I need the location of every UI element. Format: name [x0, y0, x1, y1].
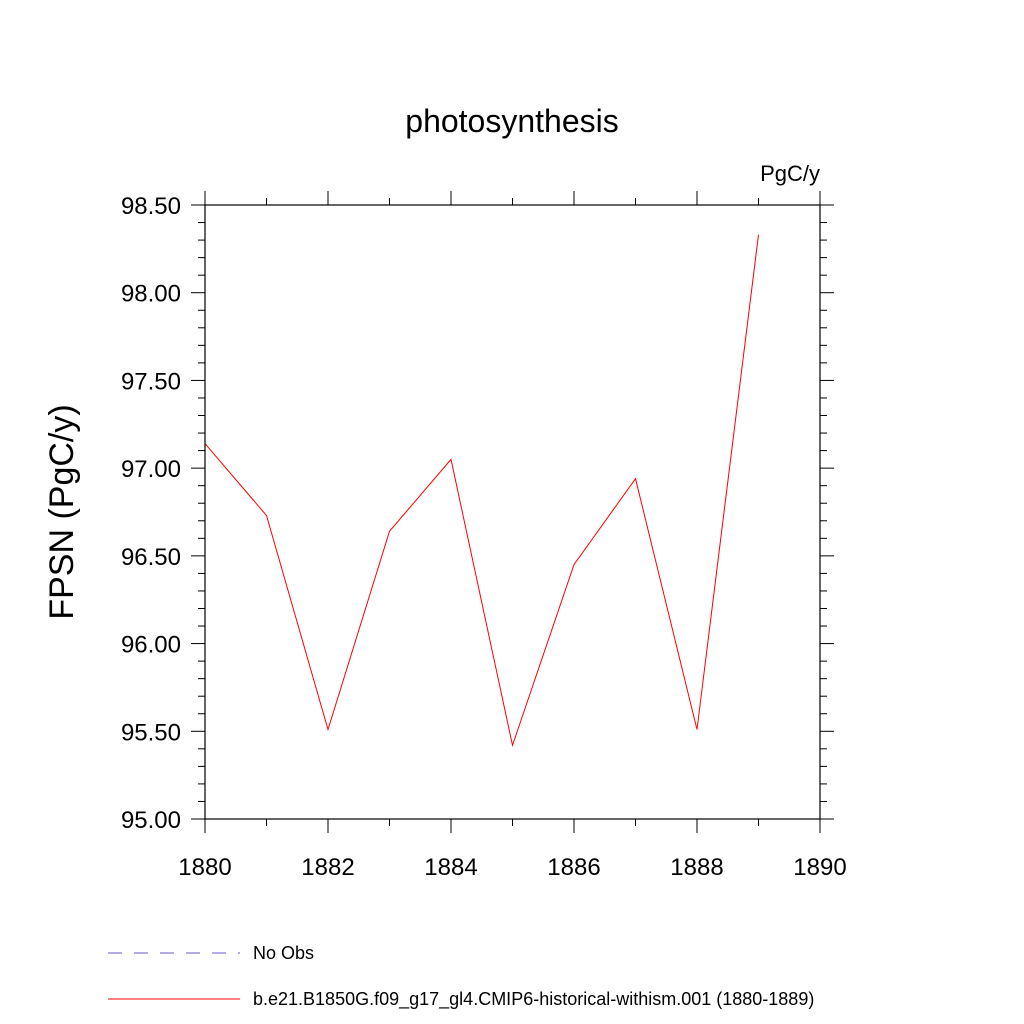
y-tick-label: 97.00 — [121, 456, 181, 483]
y-axis-label: FPSN (PgC/y) — [43, 404, 81, 619]
legend-label: No Obs — [253, 943, 314, 963]
chart-title: photosynthesis — [405, 103, 618, 139]
y-tick-label: 96.00 — [121, 632, 181, 659]
major-ticks — [191, 191, 834, 833]
legend: No Obs b.e21.B1850G.f09_g17_gl4.CMIP6-his… — [108, 943, 814, 1010]
y-tick-label: 97.50 — [121, 368, 181, 395]
y-tick-label: 96.50 — [121, 544, 181, 571]
series-layer — [204, 234, 759, 748]
x-tick-labels: 1880 1882 1884 1886 1888 1890 — [178, 854, 846, 881]
plot-frame — [204, 204, 821, 820]
x-tick-label: 1890 — [793, 854, 846, 881]
series-line — [204, 234, 759, 748]
legend-label: b.e21.B1850G.f09_g17_gl4.CMIP6-historica… — [253, 989, 814, 1010]
x-tick-label: 1888 — [670, 854, 723, 881]
minor-ticks — [198, 198, 827, 826]
y-tick-label: 98.50 — [121, 193, 181, 220]
units-label: PgC/y — [760, 161, 820, 186]
x-tick-label: 1884 — [424, 854, 477, 881]
x-tick-label: 1880 — [178, 854, 231, 881]
y-tick-label: 95.50 — [121, 719, 181, 746]
y-tick-label: 95.00 — [121, 807, 181, 834]
y-tick-label: 98.00 — [121, 281, 181, 308]
y-tick-labels: 95.00 95.50 96.00 96.50 97.00 97.50 98.00 98.50 — [121, 193, 181, 834]
x-tick-label: 1882 — [301, 854, 354, 881]
x-tick-label: 1886 — [547, 854, 600, 881]
